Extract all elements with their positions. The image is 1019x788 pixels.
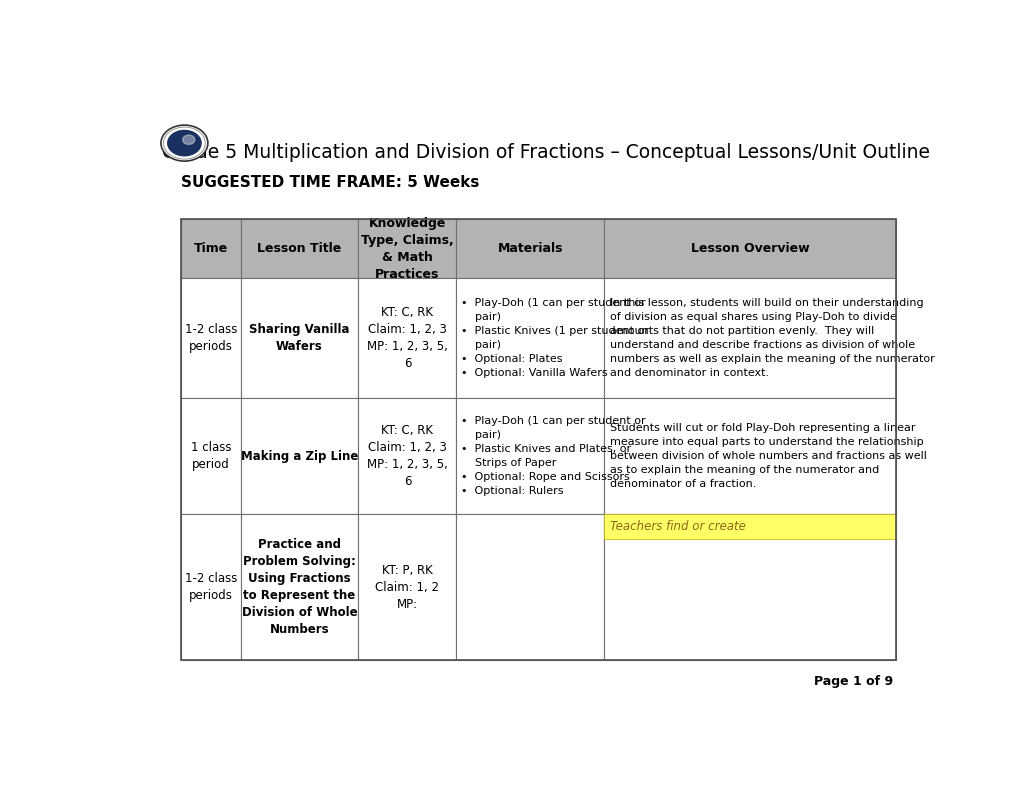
Text: Lesson Title: Lesson Title bbox=[257, 242, 341, 255]
Text: Making a Zip Line: Making a Zip Line bbox=[240, 449, 358, 463]
Circle shape bbox=[161, 125, 208, 161]
Bar bbox=[603, 219, 895, 278]
Text: 1-2 class
periods: 1-2 class periods bbox=[184, 572, 236, 602]
Bar bbox=[181, 398, 240, 515]
Bar bbox=[240, 219, 358, 278]
Text: Teachers find or create: Teachers find or create bbox=[609, 520, 745, 533]
Text: •  Play-Doh (1 can per student or
    pair)
•  Plastic Knives (1 per student or
: • Play-Doh (1 can per student or pair) •… bbox=[461, 298, 648, 378]
Text: SUGGESTED TIME FRAME: 5 Weeks: SUGGESTED TIME FRAME: 5 Weeks bbox=[181, 175, 479, 190]
Bar bbox=[455, 398, 603, 515]
Bar bbox=[181, 219, 240, 278]
Text: KT: C, RK
Claim: 1, 2, 3
MP: 1, 2, 3, 5,
6: KT: C, RK Claim: 1, 2, 3 MP: 1, 2, 3, 5,… bbox=[367, 424, 447, 488]
Bar bbox=[455, 278, 603, 398]
Bar bbox=[358, 219, 455, 278]
Bar bbox=[358, 515, 455, 660]
Bar bbox=[455, 219, 603, 278]
Text: Grade 5 Multiplication and Division of Fractions – Conceptual Lessons/Unit Outli: Grade 5 Multiplication and Division of F… bbox=[162, 143, 929, 162]
Text: Time: Time bbox=[194, 242, 228, 255]
Text: Knowledge
Type, Claims,
& Math
Practices: Knowledge Type, Claims, & Math Practices bbox=[361, 217, 453, 281]
Bar bbox=[603, 398, 895, 515]
Bar bbox=[358, 278, 455, 398]
Text: KT: P, RK
Claim: 1, 2
MP:: KT: P, RK Claim: 1, 2 MP: bbox=[375, 563, 439, 611]
Text: Practice and
Problem Solving:
Using Fractions
to Represent the
Division of Whole: Practice and Problem Solving: Using Frac… bbox=[242, 538, 357, 636]
Text: Page 1 of 9: Page 1 of 9 bbox=[813, 675, 892, 688]
Circle shape bbox=[167, 130, 202, 157]
Bar bbox=[240, 398, 358, 515]
Circle shape bbox=[182, 135, 195, 144]
Bar bbox=[603, 278, 895, 398]
Bar bbox=[603, 515, 895, 539]
Text: In this lesson, students will build on their understanding
of division as equal : In this lesson, students will build on t… bbox=[609, 298, 933, 378]
Bar bbox=[181, 219, 895, 660]
Bar bbox=[358, 398, 455, 515]
Text: Sharing Vanilla
Wafers: Sharing Vanilla Wafers bbox=[249, 323, 350, 353]
Bar bbox=[181, 278, 240, 398]
Text: KT: C, RK
Claim: 1, 2, 3
MP: 1, 2, 3, 5,
6: KT: C, RK Claim: 1, 2, 3 MP: 1, 2, 3, 5,… bbox=[367, 306, 447, 370]
Bar bbox=[455, 515, 603, 660]
Text: Students will cut or fold Play-Doh representing a linear
measure into equal part: Students will cut or fold Play-Doh repre… bbox=[609, 423, 926, 489]
Text: Lesson Overview: Lesson Overview bbox=[690, 242, 809, 255]
Text: 1-2 class
periods: 1-2 class periods bbox=[184, 323, 236, 353]
Text: Materials: Materials bbox=[497, 242, 562, 255]
Bar bbox=[240, 515, 358, 660]
Bar bbox=[181, 515, 240, 660]
Bar bbox=[603, 515, 895, 660]
Text: •  Play-Doh (1 can per student or
    pair)
•  Plastic Knives and Plates, or
   : • Play-Doh (1 can per student or pair) •… bbox=[461, 416, 645, 496]
Bar bbox=[240, 278, 358, 398]
Text: 1 class
period: 1 class period bbox=[191, 441, 231, 471]
